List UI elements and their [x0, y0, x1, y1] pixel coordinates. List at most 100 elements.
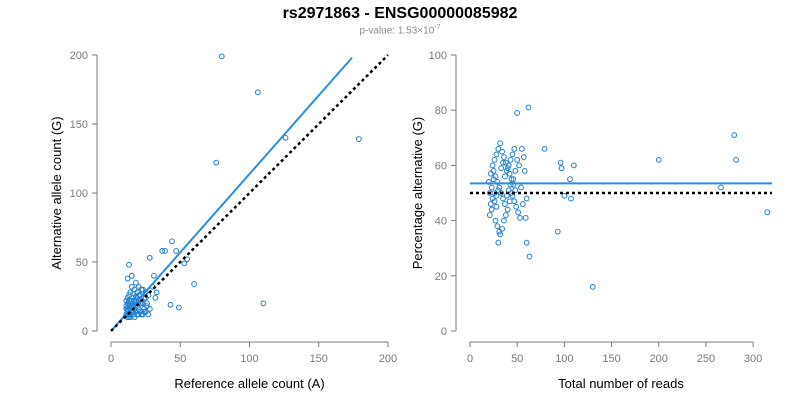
data-point — [495, 145, 502, 152]
data-point — [181, 260, 188, 267]
data-point — [512, 168, 519, 174]
x-axis-label: Reference allele count (A) — [174, 376, 324, 391]
data-point — [519, 145, 525, 152]
data-point — [494, 223, 501, 230]
data-point — [512, 187, 519, 194]
p-value-exponent: -7 — [434, 24, 441, 31]
data-point — [541, 145, 548, 152]
y-tick-label: 40 — [435, 216, 447, 228]
data-point — [509, 151, 516, 158]
data-point — [139, 286, 146, 293]
data-point — [570, 162, 577, 169]
data-point — [568, 195, 574, 202]
data-point — [511, 145, 518, 152]
y-tick-label: 150 — [70, 119, 88, 131]
y-tick-label: 60 — [435, 160, 447, 172]
data-point — [523, 239, 530, 246]
data-point — [488, 206, 495, 213]
data-point — [127, 314, 134, 321]
y-axis-label: Alternative allele count (G) — [49, 116, 64, 269]
data-point — [496, 184, 503, 191]
data-point — [141, 308, 148, 315]
x-tick-label: 100 — [240, 353, 258, 365]
data-point — [126, 261, 132, 268]
chart-title: rs2971863 - ENSG00000085982 — [282, 5, 518, 22]
reference-line — [110, 54, 389, 332]
x-tick-label: 50 — [174, 353, 186, 365]
data-point — [490, 168, 497, 174]
data-point — [218, 53, 225, 60]
data-point — [567, 176, 573, 183]
data-point — [514, 110, 521, 116]
p-value-text: p-value: 1.53×10 — [359, 25, 435, 37]
data-point — [589, 283, 596, 290]
scatter-panel-2: 0 50 100 150 200 250 300 0 20 40 60 80 100 Total numb… — [410, 50, 772, 391]
data-point — [518, 184, 524, 191]
x-tick-label: 250 — [697, 353, 715, 365]
data-point — [499, 148, 505, 155]
x-tick-label: 100 — [555, 353, 573, 365]
data-point — [495, 187, 502, 194]
data-point — [159, 248, 166, 254]
data-point — [514, 156, 521, 163]
y-tick-label: 100 — [70, 188, 88, 200]
y-tick-label: 20 — [435, 271, 447, 283]
x-tick-label: 150 — [310, 353, 328, 365]
data-point — [557, 159, 564, 166]
data-point — [139, 311, 146, 318]
data-point — [489, 162, 496, 169]
data-point — [123, 303, 130, 310]
data-point — [492, 173, 499, 180]
data-point — [504, 165, 511, 172]
x-tick-label: 200 — [650, 353, 668, 365]
data-point — [523, 195, 530, 202]
x-tick-label: 0 — [108, 353, 114, 365]
data-point — [505, 162, 512, 169]
data-point — [124, 275, 131, 282]
data-point — [495, 239, 502, 246]
data-point — [506, 170, 513, 177]
data-point — [511, 198, 518, 205]
data-point — [497, 231, 504, 238]
data-point — [487, 170, 494, 177]
data-point — [151, 272, 157, 279]
data-point — [515, 209, 522, 216]
data-point — [561, 192, 568, 199]
data-point — [488, 184, 495, 191]
scatter-panel-1: 0 50 100 150 200 0 50 100 150 200 Reference allele… — [49, 50, 397, 391]
data-point — [500, 159, 506, 166]
y-tick-label: 0 — [441, 326, 447, 338]
data-point — [506, 198, 513, 205]
data-point — [191, 281, 198, 287]
data-point — [126, 297, 132, 304]
data-point — [175, 304, 182, 311]
data-point — [124, 300, 131, 307]
data-point — [496, 228, 503, 235]
y-tick-label: 100 — [429, 50, 447, 62]
x-tick-label: 0 — [467, 353, 473, 365]
data-point — [525, 104, 532, 111]
data-point — [152, 294, 159, 301]
data-point — [491, 198, 498, 205]
x-tick-label: 50 — [511, 353, 523, 365]
data-point — [134, 311, 141, 318]
data-point — [521, 168, 528, 174]
data-point — [502, 173, 508, 180]
data-point — [718, 184, 724, 191]
data-point — [356, 136, 362, 143]
data-point — [519, 201, 526, 207]
data-point — [128, 272, 135, 279]
data-point — [764, 209, 771, 216]
data-point — [126, 292, 132, 299]
fit-line — [110, 57, 353, 332]
data-point — [128, 297, 135, 304]
data-point — [507, 181, 514, 188]
y-tick-label: 0 — [82, 326, 88, 338]
data-point — [516, 162, 522, 169]
data-point — [526, 253, 533, 260]
data-point — [487, 201, 494, 207]
data-point — [146, 254, 153, 261]
data-point — [503, 168, 510, 174]
data-point — [162, 248, 168, 254]
